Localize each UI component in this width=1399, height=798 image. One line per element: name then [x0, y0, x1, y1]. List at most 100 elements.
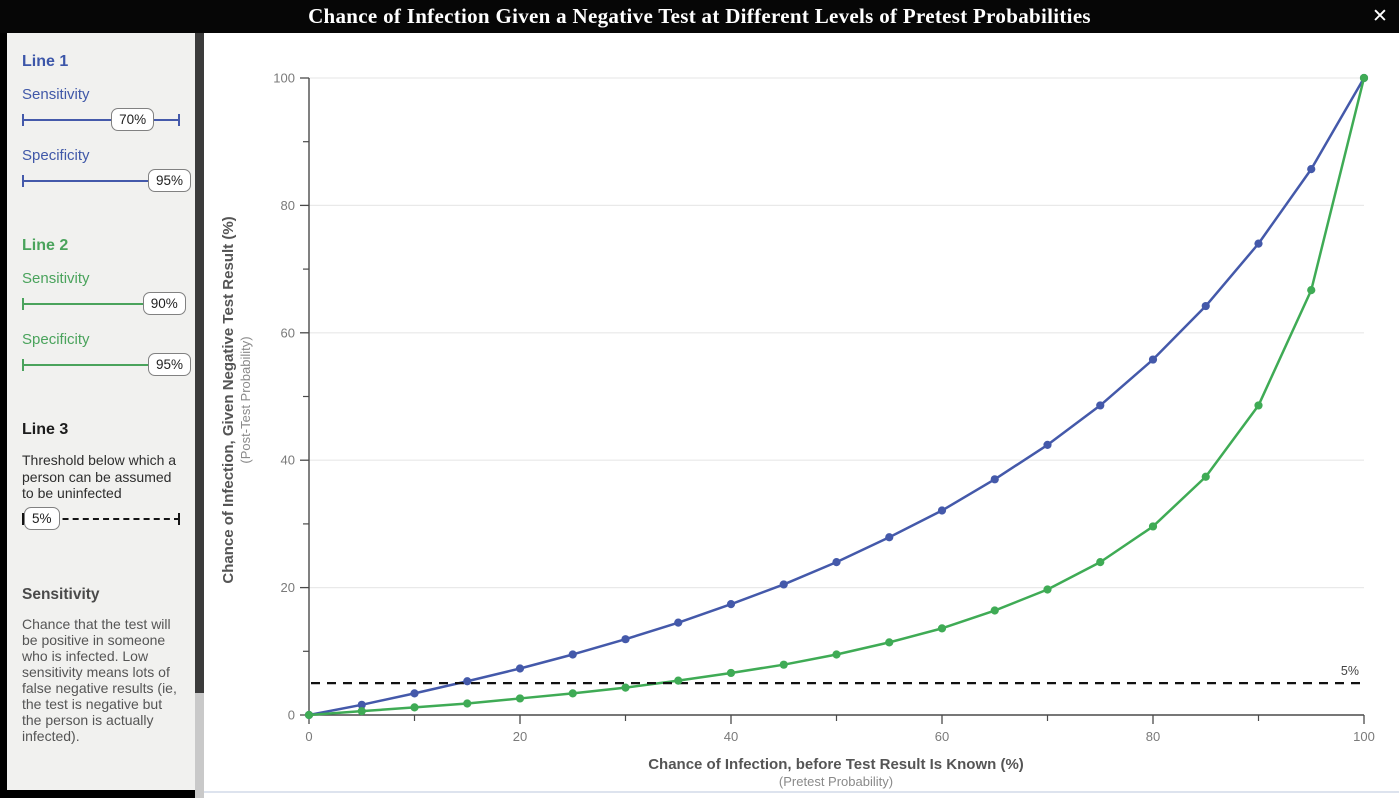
slider-track[interactable] — [22, 364, 180, 366]
y-tick-label: 20 — [281, 580, 295, 595]
data-point-series-1[interactable] — [990, 475, 999, 484]
slider-handle[interactable]: 90% — [142, 292, 186, 315]
title-bar: Chance of Infection Given a Negative Tes… — [0, 0, 1399, 33]
data-point-series-2[interactable] — [1043, 585, 1052, 594]
data-point-series-1[interactable] — [515, 664, 525, 673]
data-point-series-2[interactable] — [357, 707, 366, 716]
data-point-series-1[interactable] — [1148, 355, 1158, 364]
series-line-1 — [308, 77, 1366, 717]
data-point-series-1[interactable] — [832, 558, 841, 567]
data-point-series-1[interactable] — [1201, 301, 1210, 311]
line1-sensitivity-slider[interactable]: 70% — [22, 108, 180, 132]
y-tick-label: 60 — [281, 325, 295, 340]
data-point-series-2[interactable] — [1307, 286, 1316, 295]
x-tick-label: 20 — [513, 729, 527, 744]
data-point-series-2[interactable] — [1201, 472, 1210, 481]
slider-handle[interactable]: 5% — [24, 506, 60, 530]
data-point-series-2[interactable] — [885, 638, 894, 647]
line1-specificity-slider[interactable]: 95% — [22, 169, 192, 193]
data-point-series-2[interactable] — [621, 683, 630, 692]
data-point-series-1[interactable] — [937, 506, 947, 515]
data-point-series-2[interactable] — [410, 703, 419, 712]
slider-handle[interactable]: 95% — [148, 169, 192, 192]
data-point-series-1[interactable] — [1096, 401, 1105, 410]
line1-sensitivity-label: Sensitivity — [22, 86, 90, 103]
slider-right-cap — [178, 512, 180, 525]
close-button[interactable]: ✕ — [1372, 6, 1388, 27]
page-title: Chance of Infection Given a Negative Tes… — [308, 4, 1091, 28]
y-tick-label: 40 — [281, 453, 295, 468]
series-line-2 — [308, 77, 1366, 717]
data-point-series-1[interactable] — [779, 580, 788, 589]
sidebar-scrollbar-thumb[interactable] — [195, 33, 204, 693]
data-point-series-1[interactable] — [621, 635, 630, 644]
sensitivity-definition-heading: Sensitivity — [22, 585, 100, 603]
x-tick-label: 0 — [305, 729, 312, 744]
data-point-series-1[interactable] — [1043, 440, 1052, 450]
line2-sensitivity-label: Sensitivity — [22, 270, 90, 287]
data-point-series-1[interactable] — [674, 618, 683, 627]
data-point-series-1[interactable] — [568, 650, 577, 659]
line1-specificity-label: Specificity — [22, 147, 90, 164]
chart: 0 20 40 60 80 100 0 20 40 60 80 100 5% Chance of Infe… — [220, 71, 1375, 790]
slider-right-cap — [178, 114, 180, 126]
chart-bottom-scrollbar[interactable] — [204, 791, 1399, 793]
line1-heading: Line 1 — [22, 53, 69, 70]
data-point-series-1[interactable] — [1254, 239, 1263, 248]
y-tick-label: 100 — [273, 71, 295, 86]
threshold-label: 5% — [1341, 664, 1359, 678]
slider-left-cap — [22, 298, 24, 310]
x-tick-label: 80 — [1146, 729, 1160, 744]
data-point-series-2[interactable] — [1359, 73, 1369, 83]
line2-specificity-slider[interactable]: 95% — [22, 353, 192, 377]
data-point-series-2[interactable] — [304, 710, 314, 720]
slider-track[interactable] — [22, 303, 180, 305]
data-point-series-2[interactable] — [779, 660, 788, 669]
y-tick-label: 80 — [281, 198, 295, 213]
data-point-series-1[interactable] — [726, 600, 736, 609]
data-point-series-1[interactable] — [1307, 164, 1316, 174]
slider-track[interactable] — [22, 517, 180, 520]
slider-left-cap — [22, 175, 24, 187]
data-point-series-2[interactable] — [463, 699, 472, 708]
data-point-series-2[interactable] — [1254, 401, 1263, 410]
data-point-series-2[interactable] — [1148, 522, 1158, 531]
line2-heading: Line 2 — [22, 237, 69, 254]
y-axis-title: Chance of Infection, Given Negative Test… — [220, 216, 237, 583]
sidebar: Line 1 Sensitivity 70% Specificity 95% L… — [7, 33, 195, 790]
slider-left-cap — [22, 359, 24, 371]
data-point-series-1[interactable] — [410, 689, 419, 698]
slider-handle[interactable]: 70% — [111, 108, 155, 131]
slider-handle[interactable]: 95% — [148, 353, 192, 376]
data-point-series-2[interactable] — [568, 689, 577, 698]
x-tick-label: 100 — [1353, 729, 1375, 744]
sidebar-scrollbar-track[interactable] — [195, 33, 204, 798]
data-point-series-2[interactable] — [726, 668, 736, 678]
line3-description: Threshold below which a person can be as… — [22, 452, 177, 501]
line3-threshold-slider[interactable]: 5% — [22, 506, 180, 531]
data-point-series-1[interactable] — [357, 700, 366, 709]
data-point-series-1[interactable] — [463, 677, 472, 686]
chart-panel: 0 20 40 60 80 100 0 20 40 60 80 100 5% Chance of Infe… — [204, 33, 1399, 798]
line2-sensitivity-slider[interactable]: 90% — [22, 292, 186, 316]
slider-track[interactable] — [22, 180, 180, 182]
x-axis-title: Chance of Infection, before Test Result … — [648, 756, 1024, 773]
data-point-series-2[interactable] — [937, 624, 947, 633]
x-tick-label: 60 — [935, 729, 949, 744]
slider-left-cap — [22, 114, 24, 126]
x-axis-subtitle: (Pretest Probability) — [779, 774, 893, 789]
data-point-series-2[interactable] — [832, 650, 841, 659]
y-tick-label: 0 — [288, 708, 295, 723]
slider-track[interactable] — [22, 119, 180, 121]
x-tick-label: 40 — [724, 729, 738, 744]
line2-specificity-label: Specificity — [22, 331, 90, 348]
data-point-series-2[interactable] — [674, 676, 683, 685]
y-axis-subtitle: (Post-Test Probability) — [238, 336, 253, 463]
slider-left-cap — [22, 512, 24, 525]
data-point-series-2[interactable] — [990, 606, 999, 615]
data-point-series-2[interactable] — [515, 694, 525, 703]
data-point-series-2[interactable] — [1096, 558, 1105, 567]
data-point-series-1[interactable] — [885, 533, 894, 542]
line3-heading: Line 3 — [22, 421, 69, 438]
sensitivity-definition-body: Chance that the test will be positive in… — [22, 615, 177, 744]
